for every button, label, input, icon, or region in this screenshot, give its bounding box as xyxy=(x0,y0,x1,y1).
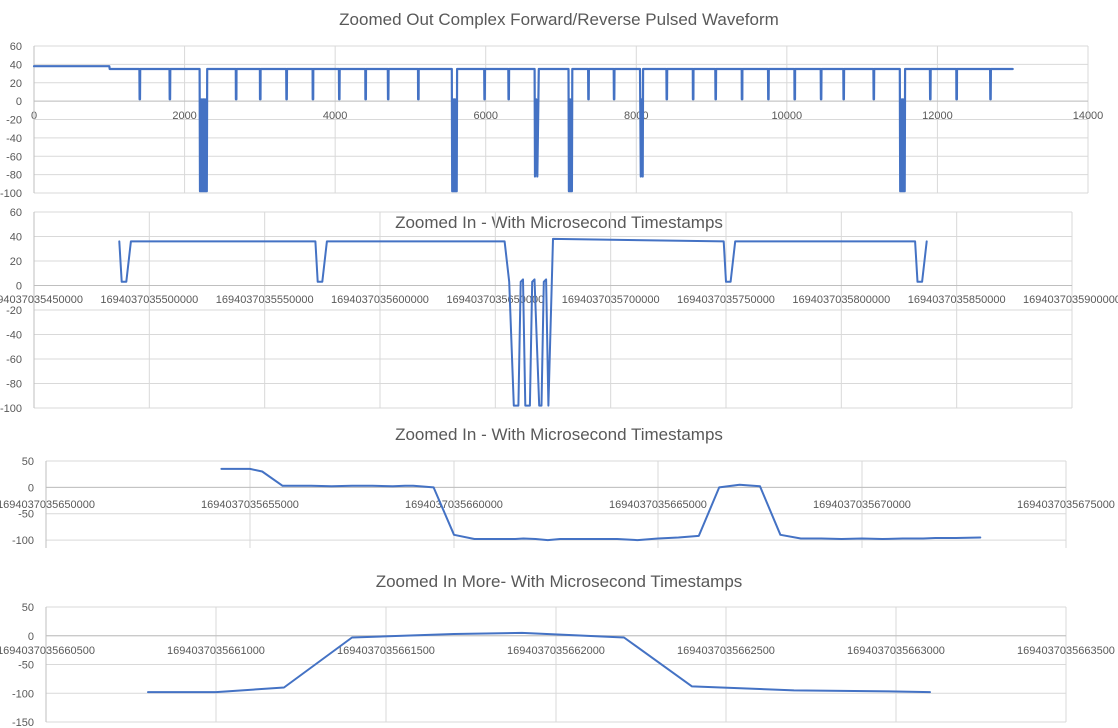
chart-title: Zoomed In - With Microsecond Timestamps xyxy=(395,425,723,444)
chart-title: Zoomed Out Complex Forward/Reverse Pulse… xyxy=(339,10,779,29)
y-tick-label: -100 xyxy=(12,535,34,547)
x-tick-label: 1694037035655000 xyxy=(201,499,299,511)
x-tick-label: 1694037035660000 xyxy=(405,499,503,511)
y-tick-label: -40 xyxy=(6,330,22,342)
y-tick-label: -100 xyxy=(0,403,22,415)
chart-title: Zoomed In More- With Microsecond Timesta… xyxy=(376,572,743,591)
y-tick-label: 40 xyxy=(10,232,22,244)
x-tick-label: 1694037035665000 xyxy=(609,499,707,511)
x-tick-label: 4000 xyxy=(323,110,347,122)
x-tick-label: 1694037035661000 xyxy=(167,645,265,657)
x-tick-label: 1694037035700000 xyxy=(562,294,660,306)
y-tick-label: 40 xyxy=(10,59,22,71)
y-tick-label: -50 xyxy=(18,660,34,672)
y-tick-label: -40 xyxy=(6,133,22,145)
y-tick-label: 20 xyxy=(10,78,22,90)
x-tick-label: 1694037035650000 xyxy=(446,294,544,306)
x-tick-label: 2000 xyxy=(172,110,196,122)
x-tick-label: 1694037035660500 xyxy=(0,645,95,657)
zoomed-in-more-chart: Zoomed In More- With Microsecond Timesta… xyxy=(0,572,1115,728)
x-tick-label: 1694037035663000 xyxy=(847,645,945,657)
y-tick-label: -80 xyxy=(6,170,22,182)
x-tick-label: 6000 xyxy=(473,110,497,122)
y-tick-label: 0 xyxy=(28,631,34,643)
x-tick-label: 1694037035550000 xyxy=(216,294,314,306)
y-tick-label: 0 xyxy=(16,96,22,108)
y-tick-label: 0 xyxy=(28,482,34,494)
zoomed-in-chart-2: Zoomed In - With Microsecond Timestamps 5… xyxy=(0,425,1115,548)
y-tick-label: -150 xyxy=(12,717,34,728)
x-tick-label: 1694037035663500 xyxy=(1017,645,1115,657)
x-tick-label: 14000 xyxy=(1073,110,1104,122)
y-tick-label: -100 xyxy=(12,688,34,700)
x-tick-label: 1694037035600000 xyxy=(331,294,429,306)
y-tick-label: 20 xyxy=(10,256,22,268)
x-tick-label: 1694037035450000 xyxy=(0,294,83,306)
x-tick-label: 1694037035650000 xyxy=(0,499,95,511)
y-tick-label: 60 xyxy=(10,207,22,219)
x-tick-label: 1694037035800000 xyxy=(792,294,890,306)
y-tick-label: 60 xyxy=(10,41,22,53)
chart-title: Zoomed In - With Microsecond Timestamps xyxy=(395,213,723,232)
zoomed-out-waveform-chart: Zoomed Out Complex Forward/Reverse Pulse… xyxy=(0,10,1103,200)
x-tick-label: 1694037035675000 xyxy=(1017,499,1115,511)
x-tick-label: 10000 xyxy=(772,110,803,122)
y-tick-label: 50 xyxy=(22,602,34,614)
x-tick-label: 1694037035662000 xyxy=(507,645,605,657)
x-tick-label: 1694037035662500 xyxy=(677,645,775,657)
x-tick-label: 1694037035850000 xyxy=(908,294,1006,306)
x-tick-label: 1694037035661500 xyxy=(337,645,435,657)
x-tick-label: 12000 xyxy=(922,110,953,122)
x-tick-label: 1694037035670000 xyxy=(813,499,911,511)
y-tick-label: -60 xyxy=(6,354,22,366)
y-tick-label: 0 xyxy=(16,281,22,293)
series-line xyxy=(32,65,1014,193)
y-tick-label: -50 xyxy=(18,509,34,521)
y-tick-label: -100 xyxy=(0,188,22,200)
series-line xyxy=(220,467,982,542)
y-tick-label: -60 xyxy=(6,151,22,163)
series-line xyxy=(147,631,931,694)
y-tick-label: -20 xyxy=(6,305,22,317)
x-tick-label: 1694037035500000 xyxy=(100,294,198,306)
y-tick-label: 50 xyxy=(22,456,34,468)
series-line xyxy=(118,237,928,407)
x-tick-label: 1694037035900000 xyxy=(1023,294,1118,306)
y-tick-label: -80 xyxy=(6,379,22,391)
x-tick-label: 8000 xyxy=(624,110,648,122)
y-tick-label: -20 xyxy=(6,115,22,127)
zoomed-in-chart: Zoomed In - With Microsecond Timestamps 6… xyxy=(0,207,1118,415)
x-tick-label: 1694037035750000 xyxy=(677,294,775,306)
